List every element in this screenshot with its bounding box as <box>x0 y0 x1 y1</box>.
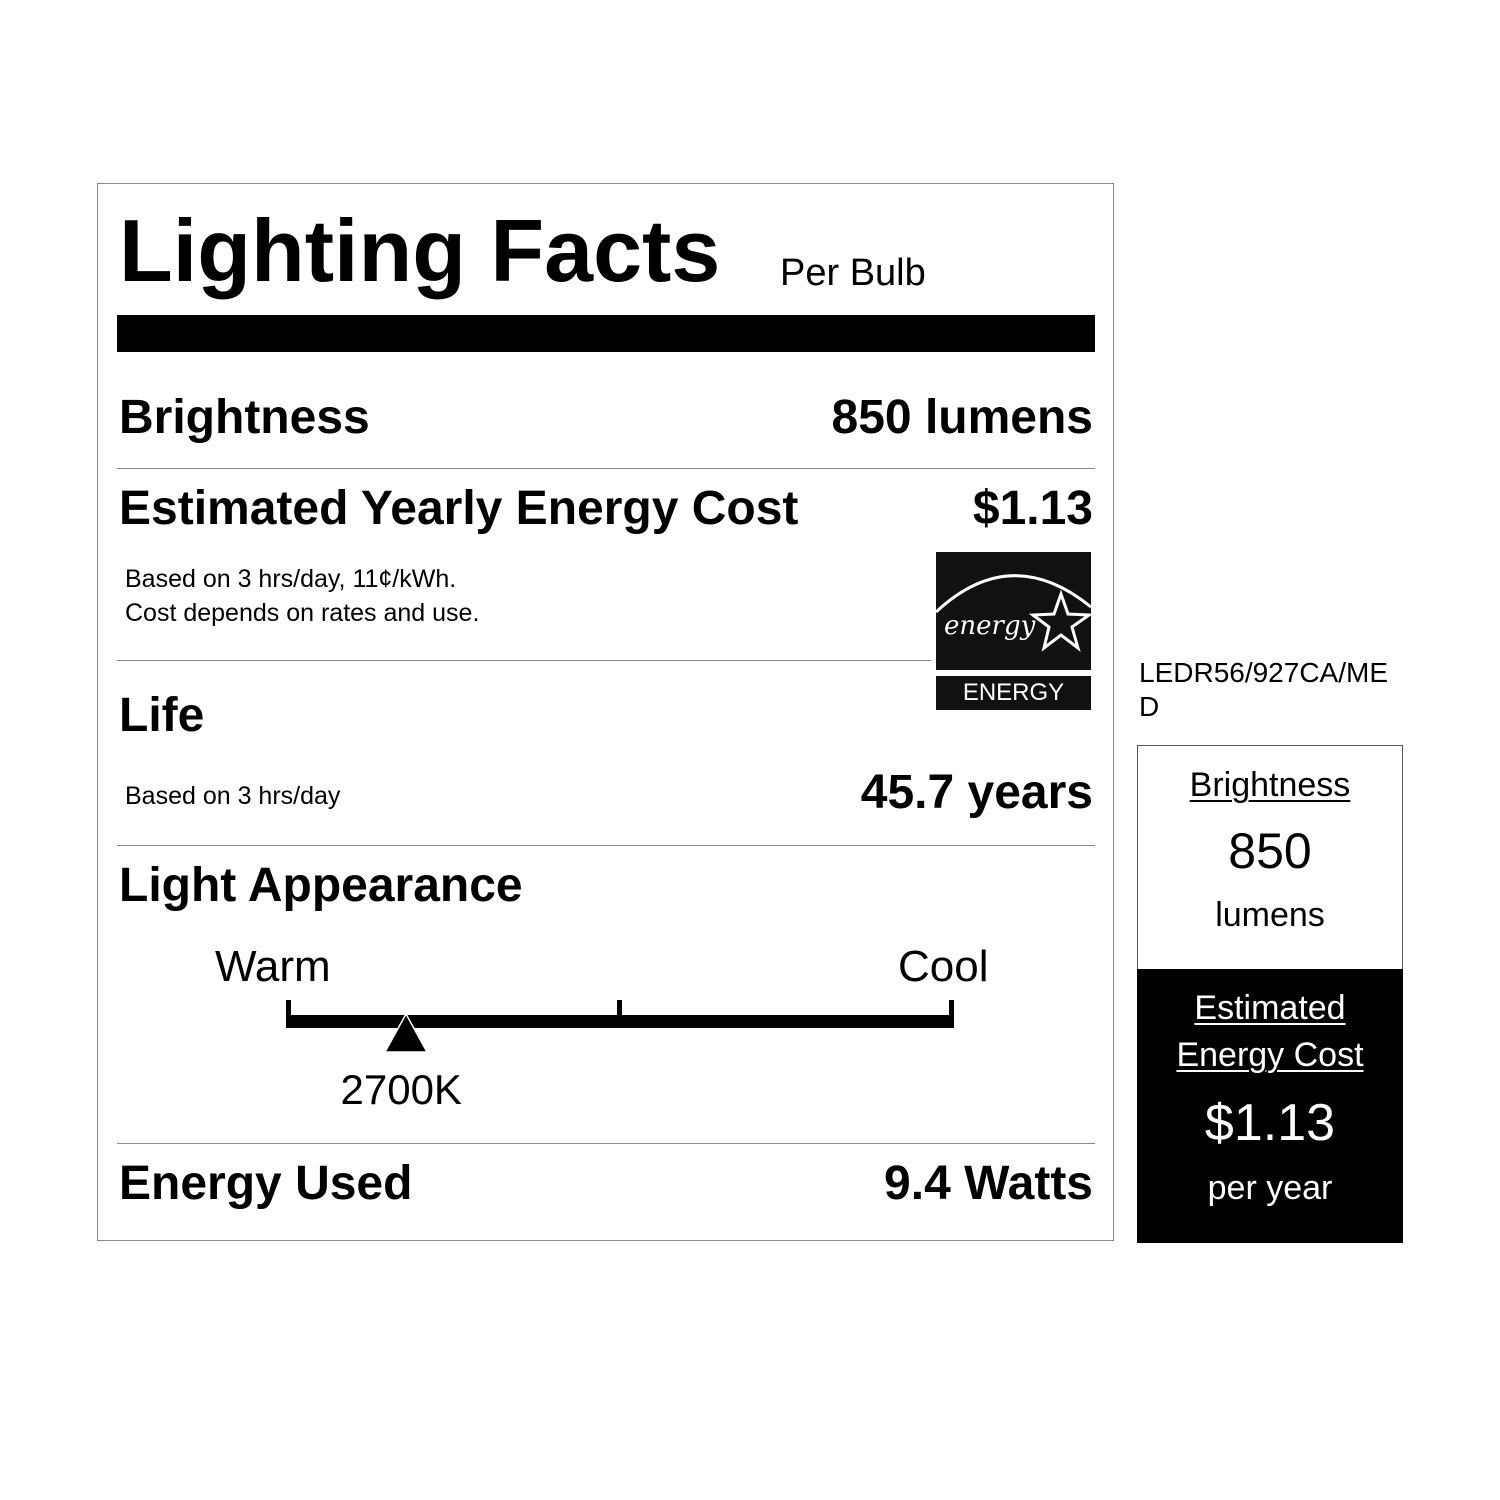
energy-used-value: 9.4 Watts <box>884 1157 1093 1210</box>
life-note: Based on 3 hrs/day <box>125 782 341 810</box>
warm-label: Warm <box>215 942 331 991</box>
energy-star-icon: energy <box>936 574 1091 652</box>
side-cost-panel: Estimated Energy Cost $1.13 per year <box>1137 969 1403 1243</box>
divider <box>117 468 1095 469</box>
side-brightness-value: 850 <box>1228 823 1312 879</box>
side-cost-period: per year <box>1207 1169 1333 1207</box>
side-cost-label-line2: Energy Cost <box>1176 1036 1364 1074</box>
divider <box>117 1143 1095 1144</box>
temperature-marker-triangle <box>385 1014 428 1052</box>
life-value: 45.7 years <box>860 766 1093 819</box>
model-number-line1: LEDR56/927CA/ME <box>1139 657 1389 688</box>
energy-cost-note-line2: Cost depends on rates and use. <box>125 599 480 627</box>
energy-used-label: Energy Used <box>119 1157 413 1210</box>
cool-label: Cool <box>898 942 989 991</box>
side-cost-label-line1: Estimated <box>1194 989 1346 1027</box>
side-cost-value: $1.13 <box>1204 1094 1336 1152</box>
brightness-label: Brightness <box>119 391 370 444</box>
color-temperature-scale <box>286 1000 954 1052</box>
energy-star-logo: energy <box>936 552 1091 670</box>
divider <box>117 845 1095 846</box>
life-label: Life <box>119 689 205 742</box>
label-title: Lighting Facts <box>119 201 721 300</box>
scale-tick-right <box>949 1000 954 1028</box>
svg-text:energy: energy <box>944 611 1036 641</box>
title-bar <box>117 315 1095 352</box>
side-brightness-label: Brightness <box>1189 766 1351 804</box>
temperature-value: 2700K <box>340 1066 462 1113</box>
side-label: Brightness 850 lumens Estimated Energy C… <box>1137 745 1403 1243</box>
scale-tick-middle <box>617 1000 622 1028</box>
lighting-facts-label <box>97 183 1114 1241</box>
brightness-value: 850 lumens <box>831 391 1093 444</box>
scale-tick-left <box>286 1000 291 1028</box>
side-brightness-unit: lumens <box>1215 896 1325 934</box>
label-subtitle: Per Bulb <box>780 252 926 294</box>
energy-cost-note: Based on 3 hrs/day, 11¢/kWh. Cost depend… <box>125 562 479 630</box>
energy-cost-note-line1: Based on 3 hrs/day, 11¢/kWh. <box>125 565 457 593</box>
energy-cost-value: $1.13 <box>972 482 1093 535</box>
model-number: LEDR56/927CA/ME D <box>1139 656 1388 724</box>
energy-cost-label: Estimated Yearly Energy Cost <box>119 482 799 535</box>
energy-star-text: ENERGY STAR <box>936 676 1091 740</box>
light-appearance-label: Light Appearance <box>119 859 523 912</box>
model-number-line2: D <box>1139 691 1160 722</box>
divider <box>117 660 931 661</box>
